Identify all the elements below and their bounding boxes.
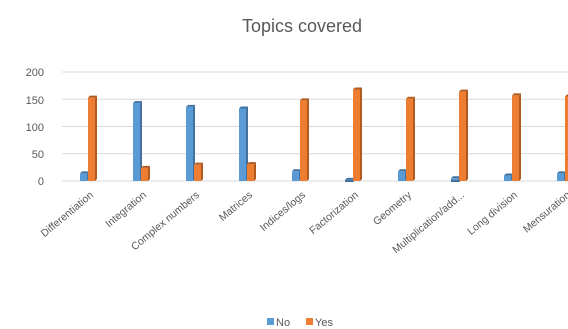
bar-no bbox=[186, 104, 195, 181]
bar-no bbox=[345, 177, 354, 182]
bar-yes bbox=[459, 89, 468, 181]
bar-no bbox=[398, 169, 407, 181]
bar-no bbox=[451, 176, 460, 182]
y-tick-label: 50 bbox=[32, 149, 44, 161]
bar-no bbox=[557, 171, 566, 181]
bar-yes bbox=[353, 87, 362, 181]
y-tick-label: 150 bbox=[26, 95, 44, 107]
x-tick-label: Differentiation bbox=[39, 189, 96, 240]
bar-series bbox=[80, 87, 568, 182]
x-tick-label: Factorization bbox=[307, 189, 361, 237]
x-tick-label: Integration bbox=[103, 189, 149, 230]
x-tick-label: Matrices bbox=[217, 189, 255, 224]
bar-yes bbox=[300, 98, 309, 181]
bar-no bbox=[504, 173, 513, 181]
legend: No Yes bbox=[267, 317, 333, 329]
bar-yes bbox=[512, 93, 521, 181]
y-tick-label: 100 bbox=[26, 122, 44, 134]
bar-yes bbox=[406, 96, 415, 181]
legend-swatch-yes bbox=[306, 318, 313, 325]
x-tick-label: Indices/logs bbox=[258, 189, 308, 234]
x-tick-label: Geometry bbox=[371, 189, 415, 228]
y-tick-label: 200 bbox=[26, 67, 44, 79]
bar-yes bbox=[141, 165, 150, 181]
bar-no bbox=[239, 106, 248, 181]
legend-label-yes: Yes bbox=[315, 317, 333, 329]
bar-yes bbox=[194, 162, 203, 181]
legend-swatch-no bbox=[267, 318, 274, 325]
chart-title: Topics covered bbox=[242, 16, 362, 36]
x-tick-label: Mensuration bbox=[521, 189, 568, 235]
legend-label-no: No bbox=[276, 317, 290, 329]
bar-yes bbox=[565, 94, 568, 181]
bar-no bbox=[133, 101, 142, 181]
gridlines bbox=[62, 71, 568, 182]
y-axis: 0 50 100 150 200 bbox=[26, 67, 44, 188]
bar-yes bbox=[88, 95, 97, 181]
y-tick-label: 0 bbox=[38, 176, 44, 188]
bar-no bbox=[292, 169, 301, 181]
bar-no bbox=[80, 171, 89, 181]
x-tick-label: Long division bbox=[465, 189, 520, 238]
bar-yes bbox=[247, 162, 256, 181]
